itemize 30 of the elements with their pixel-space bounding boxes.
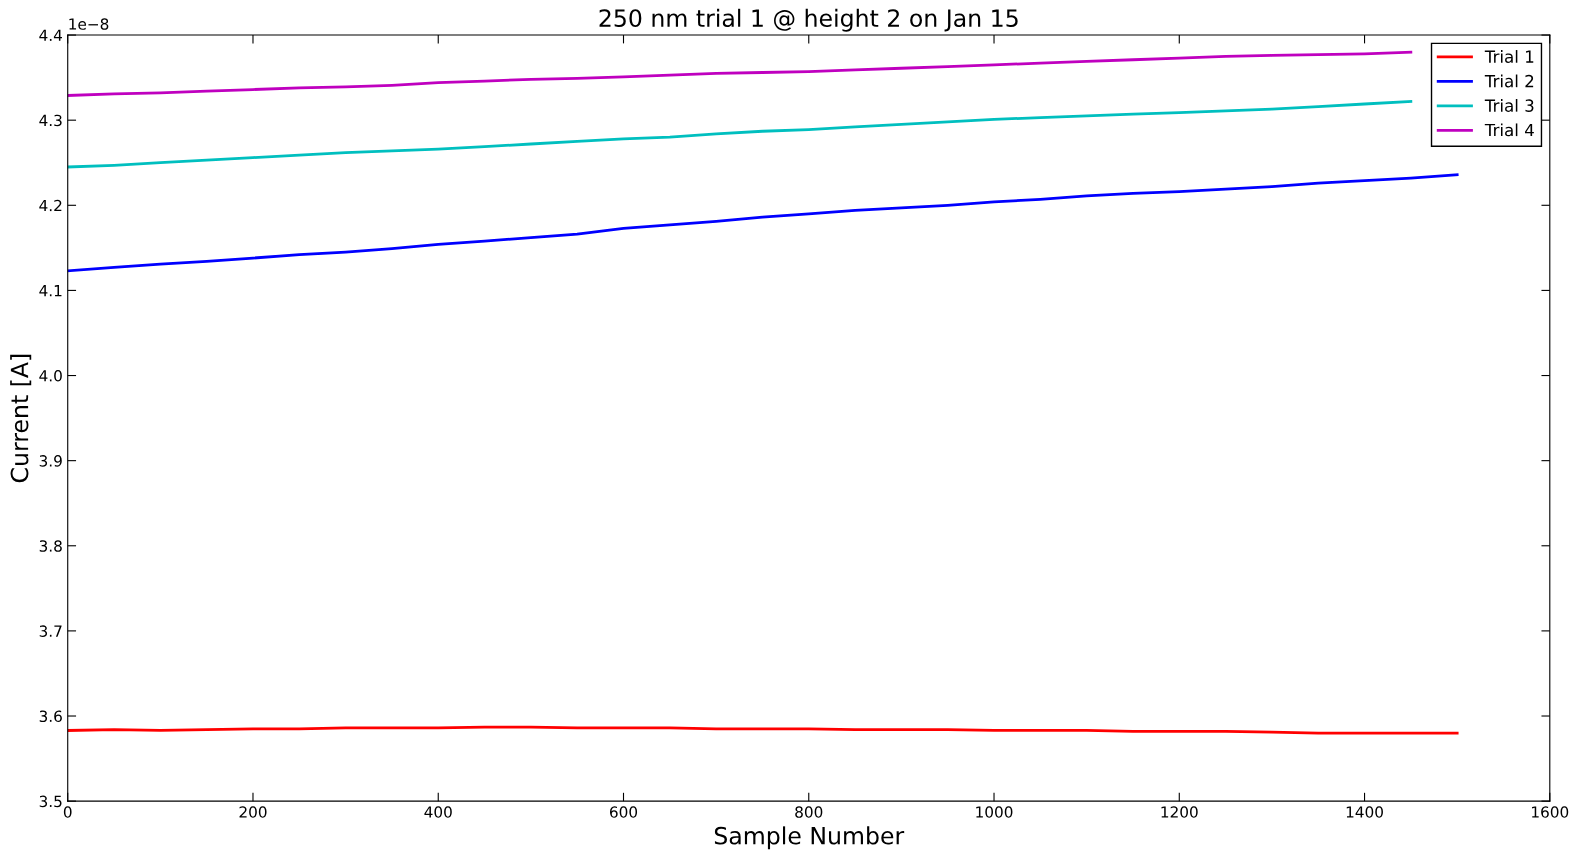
y-tick-label: 4.1 (39, 285, 62, 297)
y-tick-label: 4.4 (39, 29, 63, 41)
legend-label: Trial 2 (1484, 74, 1534, 88)
y-tick-label: 4.2 (39, 199, 62, 212)
legend-label: Trial 4 (1484, 123, 1534, 137)
y-tick-label: 3.9 (39, 455, 62, 467)
y-tick-label: 3.8 (39, 540, 62, 552)
line-series (67, 50, 1413, 97)
x-tick-label: 1200 (1161, 806, 1198, 818)
text: 1e−8 (69, 18, 109, 30)
x-tick-label: 400 (424, 806, 452, 818)
x-tick-label: 800 (795, 806, 823, 818)
x-tick-label: 0 (63, 806, 72, 818)
x-tick-label: 200 (239, 806, 267, 818)
x-tick-label: 1600 (1532, 806, 1569, 818)
y-tick-label: 4.0 (39, 370, 62, 382)
legend-label: Trial 1 (1484, 50, 1534, 63)
y-tick-label: 4.3 (39, 114, 62, 127)
legend-label: Trial 3 (1484, 98, 1534, 112)
x-tick-label: 1400 (1346, 806, 1383, 818)
chart-title: 250 nm trial 1 @ height 2 on Jan 15 (599, 8, 1018, 32)
y-tick-label: 3.7 (39, 625, 62, 637)
x-axis-title: Sample Number (714, 826, 905, 850)
x-tick-label: 1000 (976, 806, 1013, 818)
y-tick-label: 3.6 (39, 710, 62, 723)
y-axis-title: Current [A] (10, 354, 32, 483)
line-series (67, 173, 1459, 273)
line-series (67, 100, 1413, 169)
x-tick-label: 600 (609, 806, 638, 818)
y-tick-label: 3.5 (39, 795, 62, 808)
